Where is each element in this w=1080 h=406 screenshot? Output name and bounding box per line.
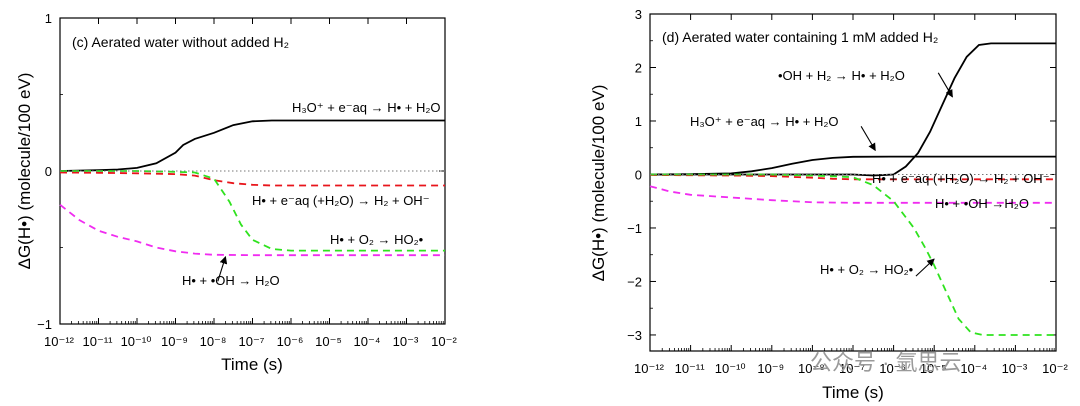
ticks-d: 10⁻¹² 10⁻¹¹ 10⁻¹⁰ 10⁻⁹ 10⁻⁸ 10⁻⁷ 10⁻⁶ 10⁻⁵ 10⁻⁴ 1… [627, 7, 1068, 376]
x-tick-label: 10⁻¹² [44, 334, 75, 349]
arrow-ohh2-d [937, 72, 953, 98]
x-tick-label: 10⁻¹² [634, 361, 665, 376]
ylabel-c: ΔG(H•) (molecule/100 eV) [15, 73, 34, 270]
series-line-h-o-ho- [60, 170, 445, 252]
y-tick-label: 0 [45, 164, 52, 179]
x-tick-label: 10⁻⁷ [238, 334, 264, 349]
annotation-oh-d: H• + •OH →H₂O [935, 196, 1029, 211]
annotation-o2-c: H• + O₂ → HO₂• [330, 232, 424, 247]
series-line-h-oh-h-o [59, 203, 445, 257]
series-line-h-o-ho- [650, 173, 1056, 336]
series-line-h-e-aq-h-o-h-oh- [59, 171, 445, 187]
x-tick-label: 10⁻⁹ [757, 361, 784, 376]
arrow-h3o-d [860, 126, 876, 152]
y-tick-label: −3 [627, 328, 642, 343]
series-line-h-oh-h-o [649, 185, 1056, 204]
annotation-ohh2-d: •OH + H₂ → H• + H₂O [778, 68, 905, 83]
x-tick-label: 10⁻¹⁰ [715, 361, 746, 376]
x-tick-label: 10⁻⁶ [277, 334, 304, 349]
x-tick-label: 10⁻⁴ [354, 334, 381, 349]
chart-panel-d: 10⁻¹² 10⁻¹¹ 10⁻¹⁰ 10⁻⁹ 10⁻⁸ 10⁻⁷ 10⁻⁶ 10⁻⁵ 10⁻⁴ 1… [589, 7, 1068, 402]
annotation-h3o-c: H₃O⁺ + e⁻aq → H• + H₂O [292, 100, 441, 115]
series-lines-d [649, 42, 1056, 336]
y-tick-label: −1 [627, 221, 642, 236]
x-tick-label: 10⁻⁷ [839, 361, 865, 376]
series-lines-c [59, 119, 445, 257]
x-tick-label: 10⁻⁶ [879, 361, 906, 376]
annotation-o2-d: H• + O₂ → HO₂• [820, 262, 914, 277]
x-tick-label: 10⁻³ [1002, 361, 1028, 376]
y-tick-label: 1 [635, 114, 642, 129]
x-tick-label: 10⁻³ [393, 334, 419, 349]
x-tick-label: 10⁻⁴ [960, 361, 987, 376]
panel-title-c: (c) Aerated water without added H₂ [72, 34, 289, 50]
y-tick-label: 2 [635, 60, 642, 75]
panel-title-d: (d) Aerated water containing 1 mM added … [662, 29, 938, 45]
x-tick-label: 10⁻¹¹ [675, 361, 706, 376]
ticks-c: 10⁻¹² 10⁻¹¹ 10⁻¹⁰ 10⁻⁹ 10⁻⁸ 10⁻⁷ 10⁻⁶ 10⁻⁵ 10⁻⁴ 1… [37, 11, 457, 349]
x-tick-label: 10⁻⁹ [161, 334, 188, 349]
xlabel-c: Time (s) [221, 355, 283, 374]
x-tick-label: 10⁻⁸ [200, 334, 227, 349]
chart-panel-c: 10⁻¹² 10⁻¹¹ 10⁻¹⁰ 10⁻⁹ 10⁻⁸ 10⁻⁷ 10⁻⁶ 10⁻⁵ 10⁻⁴ 1… [15, 11, 457, 374]
arrow-o2-d [915, 258, 935, 277]
xlabel-d: Time (s) [822, 383, 884, 402]
annotation-eaq-c: H• + e⁻aq (+H₂O) → H₂ + OH⁻ [252, 193, 430, 208]
annotation-oh-c: H• + •OH → H₂O [182, 273, 280, 288]
series-line-h-e-aq-h-o-h-oh- [649, 174, 1056, 181]
x-tick-label: 10⁻⁸ [798, 361, 825, 376]
series-line-h-o-e-aq-h-h-o [59, 119, 445, 172]
x-tick-label: 10⁻¹¹ [83, 334, 114, 349]
y-tick-label: 0 [635, 167, 642, 182]
x-tick-label: 10⁻² [431, 334, 457, 349]
x-tick-label: 10⁻² [1042, 361, 1068, 376]
x-tick-label: 10⁻¹⁰ [121, 334, 152, 349]
ylabel-d: ΔG(H•) (molecule/100 eV) [589, 85, 608, 282]
y-tick-label: −1 [37, 317, 52, 332]
watermark-text: 公众号 · 氩思云 [810, 350, 962, 375]
arrow-oh-c [217, 255, 228, 282]
annotation-h3o-d: H₃O⁺ + e⁻aq → H• + H₂O [690, 114, 839, 129]
series-line-h-o-e-aq-h-h-o [649, 155, 1056, 176]
y-tick-label: 1 [45, 11, 52, 26]
x-tick-label: 10⁻⁵ [920, 361, 947, 376]
y-tick-label: −2 [627, 274, 642, 289]
x-tick-label: 10⁻⁵ [315, 334, 342, 349]
series-line--oh-h-h-h-o [650, 42, 1056, 177]
y-tick-label: 3 [635, 7, 642, 22]
annotation-eaq-d: H• + e⁻aq (+H₂O) → H₂ + OH⁻ [872, 171, 1050, 186]
